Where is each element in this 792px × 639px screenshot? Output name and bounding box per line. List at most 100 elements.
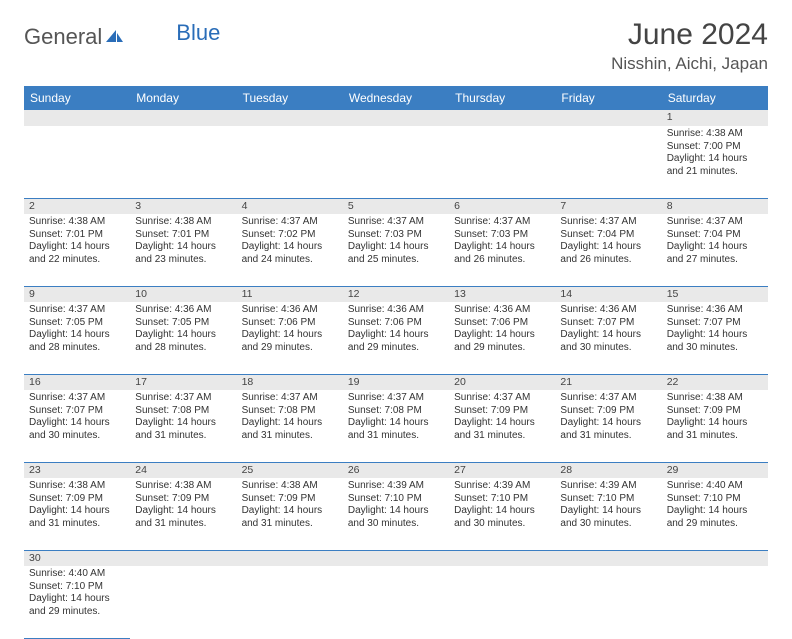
daylight-line1: Daylight: 14 hours [135,505,231,518]
day-number-cell [237,550,343,566]
day-number-cell [24,110,130,126]
day-details: Sunrise: 4:37 AMSunset: 7:04 PMDaylight:… [662,214,768,270]
sunset-text: Sunset: 7:09 PM [560,405,656,418]
daylight-line1: Daylight: 14 hours [242,329,338,342]
day-number-cell: 25 [237,462,343,478]
day-number-cell: 15 [662,286,768,302]
calendar-week-row: Sunrise: 4:37 AMSunset: 7:07 PMDaylight:… [24,390,768,462]
daylight-line2: and 30 minutes. [560,518,656,531]
day-number-cell: 30 [24,550,130,566]
calendar-day-cell: Sunrise: 4:37 AMSunset: 7:04 PMDaylight:… [662,214,768,286]
day-details: Sunrise: 4:36 AMSunset: 7:07 PMDaylight:… [662,302,768,358]
calendar-day-cell [555,126,661,198]
day-number-cell: 29 [662,462,768,478]
daylight-line1: Daylight: 14 hours [135,241,231,254]
day-number-cell: 28 [555,462,661,478]
day-details: Sunrise: 4:36 AMSunset: 7:07 PMDaylight:… [555,302,661,358]
calendar-week-row: Sunrise: 4:40 AMSunset: 7:10 PMDaylight:… [24,566,768,638]
calendar-day-cell: Sunrise: 4:38 AMSunset: 7:09 PMDaylight:… [24,478,130,550]
sunrise-text: Sunrise: 4:40 AM [667,480,763,493]
daylight-line1: Daylight: 14 hours [454,417,550,430]
day-number-cell: 5 [343,198,449,214]
sunset-text: Sunset: 7:01 PM [135,229,231,242]
weekday-header: Wednesday [343,86,449,110]
calendar-day-cell [130,566,236,638]
calendar-day-cell: Sunrise: 4:37 AMSunset: 7:05 PMDaylight:… [24,302,130,374]
day-details: Sunrise: 4:37 AMSunset: 7:02 PMDaylight:… [237,214,343,270]
sunset-text: Sunset: 7:07 PM [560,317,656,330]
day-details: Sunrise: 4:40 AMSunset: 7:10 PMDaylight:… [662,478,768,534]
daylight-line2: and 30 minutes. [348,518,444,531]
weekday-header: Sunday [24,86,130,110]
daylight-line1: Daylight: 14 hours [667,417,763,430]
weekday-header: Tuesday [237,86,343,110]
daylight-line2: and 29 minutes. [348,342,444,355]
sunset-text: Sunset: 7:09 PM [242,493,338,506]
day-details: Sunrise: 4:37 AMSunset: 7:05 PMDaylight:… [24,302,130,358]
calendar-day-cell: Sunrise: 4:37 AMSunset: 7:08 PMDaylight:… [343,390,449,462]
day-details: Sunrise: 4:38 AMSunset: 7:09 PMDaylight:… [24,478,130,534]
calendar-day-cell: Sunrise: 4:38 AMSunset: 7:09 PMDaylight:… [237,478,343,550]
calendar-day-cell: Sunrise: 4:37 AMSunset: 7:03 PMDaylight:… [449,214,555,286]
sunset-text: Sunset: 7:08 PM [135,405,231,418]
calendar-day-cell [662,566,768,638]
day-number-row: 16171819202122 [24,374,768,390]
sunrise-text: Sunrise: 4:36 AM [560,304,656,317]
day-details: Sunrise: 4:38 AMSunset: 7:01 PMDaylight:… [130,214,236,270]
day-number-cell: 11 [237,286,343,302]
day-number-cell: 23 [24,462,130,478]
day-details: Sunrise: 4:37 AMSunset: 7:08 PMDaylight:… [343,390,449,446]
day-number-cell: 10 [130,286,236,302]
sunrise-text: Sunrise: 4:37 AM [348,392,444,405]
calendar-day-cell: Sunrise: 4:37 AMSunset: 7:08 PMDaylight:… [130,390,236,462]
daylight-line1: Daylight: 14 hours [29,593,125,606]
sunrise-text: Sunrise: 4:37 AM [667,216,763,229]
day-number-cell: 6 [449,198,555,214]
day-details: Sunrise: 4:37 AMSunset: 7:07 PMDaylight:… [24,390,130,446]
sunset-text: Sunset: 7:10 PM [29,581,125,594]
calendar-day-cell [130,126,236,198]
day-details: Sunrise: 4:38 AMSunset: 7:01 PMDaylight:… [24,214,130,270]
sunrise-text: Sunrise: 4:36 AM [667,304,763,317]
daylight-line1: Daylight: 14 hours [348,329,444,342]
daylight-line2: and 31 minutes. [667,430,763,443]
daylight-line1: Daylight: 14 hours [454,329,550,342]
sunset-text: Sunset: 7:06 PM [348,317,444,330]
daylight-line1: Daylight: 14 hours [560,241,656,254]
day-number-cell: 4 [237,198,343,214]
daylight-line2: and 31 minutes. [242,430,338,443]
daylight-line2: and 31 minutes. [348,430,444,443]
daylight-line1: Daylight: 14 hours [667,329,763,342]
sunrise-text: Sunrise: 4:39 AM [560,480,656,493]
weekday-header: Friday [555,86,661,110]
day-number-cell: 8 [662,198,768,214]
sunset-text: Sunset: 7:09 PM [135,493,231,506]
daylight-line2: and 31 minutes. [29,518,125,531]
calendar-day-cell [449,566,555,638]
day-number-cell: 12 [343,286,449,302]
day-number-cell: 19 [343,374,449,390]
sunset-text: Sunset: 7:09 PM [29,493,125,506]
sunset-text: Sunset: 7:06 PM [454,317,550,330]
daylight-line2: and 30 minutes. [29,430,125,443]
daylight-line2: and 30 minutes. [560,342,656,355]
day-number-cell: 17 [130,374,236,390]
daylight-line1: Daylight: 14 hours [560,329,656,342]
sunset-text: Sunset: 7:10 PM [454,493,550,506]
sunrise-text: Sunrise: 4:37 AM [348,216,444,229]
calendar-week-row: Sunrise: 4:38 AMSunset: 7:09 PMDaylight:… [24,478,768,550]
title-block: June 2024 Nisshin, Aichi, Japan [611,18,768,74]
daylight-line1: Daylight: 14 hours [242,417,338,430]
daylight-line1: Daylight: 14 hours [454,505,550,518]
calendar-day-cell [449,126,555,198]
day-number-cell [343,550,449,566]
location: Nisshin, Aichi, Japan [611,54,768,74]
day-number-row: 30 [24,550,768,566]
day-details: Sunrise: 4:38 AMSunset: 7:00 PMDaylight:… [662,126,768,182]
day-details: Sunrise: 4:38 AMSunset: 7:09 PMDaylight:… [662,390,768,446]
daylight-line1: Daylight: 14 hours [667,505,763,518]
day-number-cell: 13 [449,286,555,302]
daylight-line1: Daylight: 14 hours [242,505,338,518]
logo-blue: Blue [176,20,220,46]
daylight-line2: and 24 minutes. [242,254,338,267]
